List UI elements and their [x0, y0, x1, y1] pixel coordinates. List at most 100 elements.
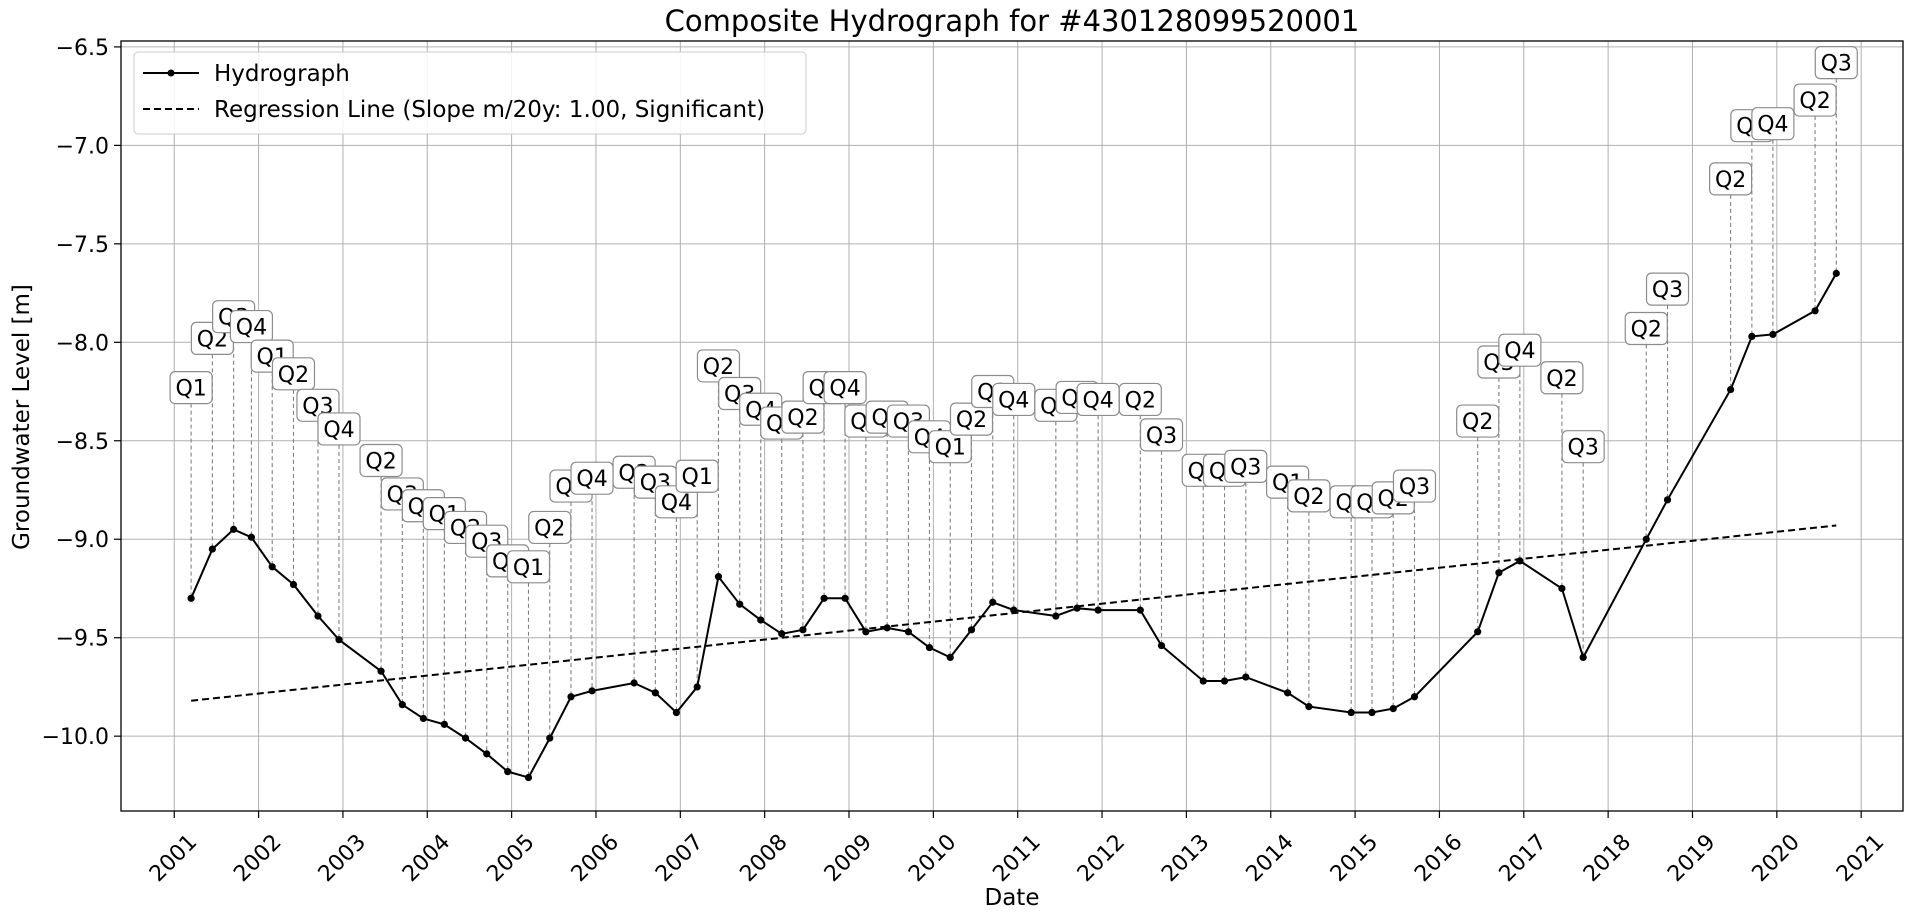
quarter-label-box — [1561, 430, 1605, 464]
quarter-label-box — [1709, 162, 1753, 196]
data-point — [187, 594, 195, 602]
quarter-label-text: Q2 — [1799, 89, 1830, 114]
quarter-label: Q2 — [528, 510, 572, 545]
data-point — [841, 594, 849, 602]
quarter-label-box — [1498, 333, 1542, 367]
quarter-label-box — [1456, 404, 1500, 438]
quarter-label-box — [675, 459, 719, 493]
quarter-label-box — [823, 370, 867, 405]
x-axis-label: Date — [985, 885, 1040, 911]
data-point — [546, 734, 554, 742]
quarter-label: Q2 — [1624, 311, 1668, 346]
quarter-label: Q4 — [1751, 107, 1795, 141]
quarter-label: Q4 — [1076, 382, 1120, 417]
data-point — [314, 612, 322, 620]
quarter-label-box — [359, 443, 403, 478]
data-point — [1052, 612, 1060, 620]
data-point — [419, 714, 427, 723]
quarter-label: Q2 — [949, 402, 994, 436]
quarter-label: Q3 — [1139, 418, 1184, 452]
quarter-label: Q3 — [1645, 272, 1690, 306]
quarter-label: Q2 — [1118, 382, 1162, 417]
data-point — [268, 563, 276, 571]
quarter-label: Q1 — [675, 459, 719, 493]
data-point — [1242, 673, 1250, 681]
data-point — [1305, 703, 1313, 711]
plot-frame — [120, 40, 1904, 812]
y-tick-label: −9.5 — [56, 627, 109, 652]
quarter-label-box — [1118, 382, 1162, 417]
quarter-label: Q3 — [1561, 430, 1605, 464]
data-point — [1347, 708, 1355, 717]
data-point — [925, 643, 934, 652]
data-point — [820, 594, 828, 602]
data-point — [461, 734, 470, 742]
hydrograph-line — [190, 272, 1838, 779]
data-point — [883, 624, 891, 632]
quarter-label-text: Q3 — [1146, 424, 1177, 449]
quarter-label-text: Q2 — [1462, 410, 1493, 435]
y-tick-label: −7.0 — [56, 134, 109, 159]
quarter-label: Q2 — [1540, 361, 1584, 395]
y-axis-label: Groundwater Level [m] — [9, 284, 35, 550]
quarter-label: Q3 — [1814, 46, 1858, 80]
data-point — [967, 626, 976, 634]
quarter-label: Q3 — [1392, 469, 1437, 503]
y-tick-label: −8.0 — [56, 331, 109, 356]
data-point — [651, 689, 659, 697]
quarter-label-text: Q4 — [323, 418, 354, 443]
data-point — [1832, 269, 1840, 277]
data-point — [1389, 704, 1397, 713]
quarter-label-text: Q4 — [998, 388, 1029, 413]
quarter-label: Q4 — [654, 485, 698, 519]
quarter-label-box — [169, 370, 213, 405]
y-tick-label: −9.0 — [56, 528, 109, 553]
data-point — [989, 598, 997, 606]
label-guides — [190, 78, 1837, 778]
data-point — [693, 683, 701, 691]
data-point — [1410, 693, 1419, 701]
quarter-label-text: Q3 — [1230, 455, 1261, 480]
y-tick-label: −6.5 — [56, 36, 109, 61]
data-point — [567, 693, 575, 701]
y-tick-label: −7.5 — [56, 233, 109, 258]
data-point — [524, 773, 533, 782]
quarter-label: Q4 — [570, 461, 614, 495]
data-point — [778, 630, 786, 638]
data-point — [1516, 557, 1524, 565]
data-point — [904, 628, 912, 636]
quarter-label-box — [1645, 272, 1690, 306]
data-point — [398, 701, 406, 709]
quarter-label-box — [1139, 418, 1184, 452]
chart-title: Composite Hydrograph for #43012809952000… — [665, 4, 1360, 38]
quarter-label-text: Q2 — [703, 355, 734, 380]
y-tick-label: −8.5 — [56, 430, 109, 455]
quarter-label: Q4 — [992, 382, 1036, 417]
data-point — [504, 768, 512, 776]
quarter-label-text: Q4 — [1757, 113, 1788, 138]
quarter-label-text: Q1 — [682, 465, 713, 490]
quarter-label-text: Q3 — [1568, 436, 1599, 461]
legend-box — [133, 51, 807, 135]
quarter-label: Q4 — [317, 412, 361, 446]
legend-hydrograph-label: Hydrograph — [214, 61, 350, 87]
quarter-label: Q1 — [928, 430, 972, 464]
quarter-label-text: Q2 — [1715, 168, 1746, 193]
quarter-label: Q2 — [1793, 83, 1837, 117]
quarter-label-text: Q3 — [1821, 52, 1852, 77]
data-point — [289, 580, 298, 589]
data-point — [247, 533, 256, 541]
data-point — [588, 687, 596, 695]
data-point — [1368, 708, 1376, 717]
quarter-label: Q1 — [169, 370, 213, 405]
quarter-label-text: Q2 — [534, 516, 565, 541]
quarter-label: Q2 — [359, 443, 403, 478]
legend-regression-label: Regression Line (Slope m/20y: 1.00, Sign… — [214, 97, 765, 123]
quarter-label: Q2 — [781, 400, 825, 434]
quarter-label-box — [1224, 449, 1268, 483]
quarter-label-text: Q3 — [1652, 278, 1683, 303]
data-point — [1157, 641, 1166, 650]
quarter-label-text: Q4 — [1504, 339, 1535, 364]
quarter-label-box — [317, 412, 361, 446]
